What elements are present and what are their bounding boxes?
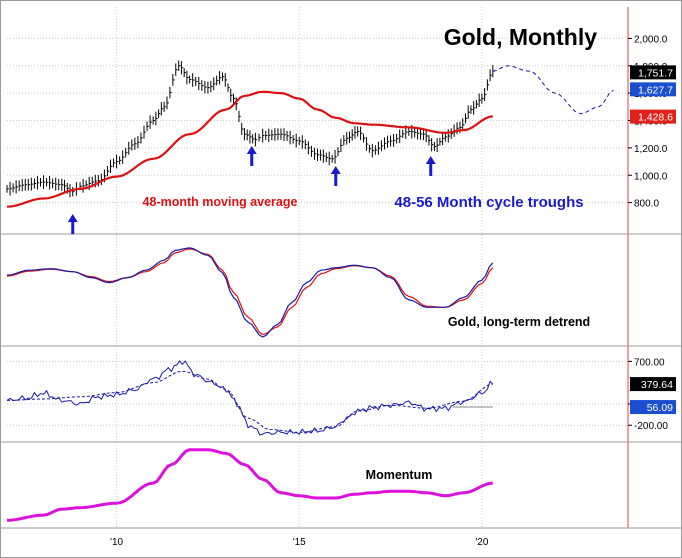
grid-lines (7, 7, 628, 528)
detrend-panel-title: Gold, long-term detrend (448, 315, 590, 329)
detrend-red-line (6, 248, 494, 336)
trough-arrow-head (246, 146, 257, 154)
y-tick-label: 2,000.0 (634, 34, 668, 45)
y-tick-label: 1,000.0 (634, 171, 668, 182)
y-tick-label: 700.00 (634, 357, 665, 368)
x-tick-label: '10 (110, 537, 123, 548)
oscillator-value-label: 379.64 (641, 379, 673, 391)
price-value-label-box (630, 82, 676, 97)
momentum-panel-title: Momentum (366, 468, 433, 482)
price-value-label: 1,751.7 (638, 67, 673, 79)
trough-arrow-head (425, 156, 436, 164)
momentum-line (6, 448, 493, 522)
oscillator-smooth-line (7, 370, 493, 433)
moving-average-line (6, 90, 493, 208)
price-value-label: 1,627.7 (638, 84, 673, 96)
oscillator-value-label-box (630, 400, 676, 415)
chart-marks (6, 60, 614, 522)
oscillator-value-label: 56.09 (647, 402, 673, 414)
trough-arrow-head (330, 166, 341, 174)
y-tick-label: 1,200.0 (634, 144, 668, 155)
x-tick-label: '20 (475, 537, 488, 548)
cycle-projection-line (492, 65, 614, 115)
x-axis: '10 '15 '20 (110, 537, 489, 548)
trough-arrow-head (67, 214, 78, 222)
price-value-label-box (630, 109, 676, 124)
price-value-label-box (630, 65, 676, 80)
price-value-label: 1,428.6 (638, 112, 673, 124)
cycle-troughs-annotation: 48-56 Month cycle troughs (394, 194, 583, 211)
chart-title: Gold, Monthly (444, 24, 598, 50)
value-labels: 1,751.7 1,627.7 1,428.6 379.64 56.09 (630, 65, 676, 415)
y-tick-label: 800.0 (634, 199, 659, 210)
x-tick-label: '15 (293, 537, 306, 548)
moving-average-annotation: 48-month moving average (143, 195, 298, 209)
y-tick-label: -200.00 (634, 421, 668, 432)
detrend-blue-line (6, 247, 494, 338)
oscillator-value-label-box (630, 377, 676, 392)
oscillator-line (6, 360, 494, 436)
